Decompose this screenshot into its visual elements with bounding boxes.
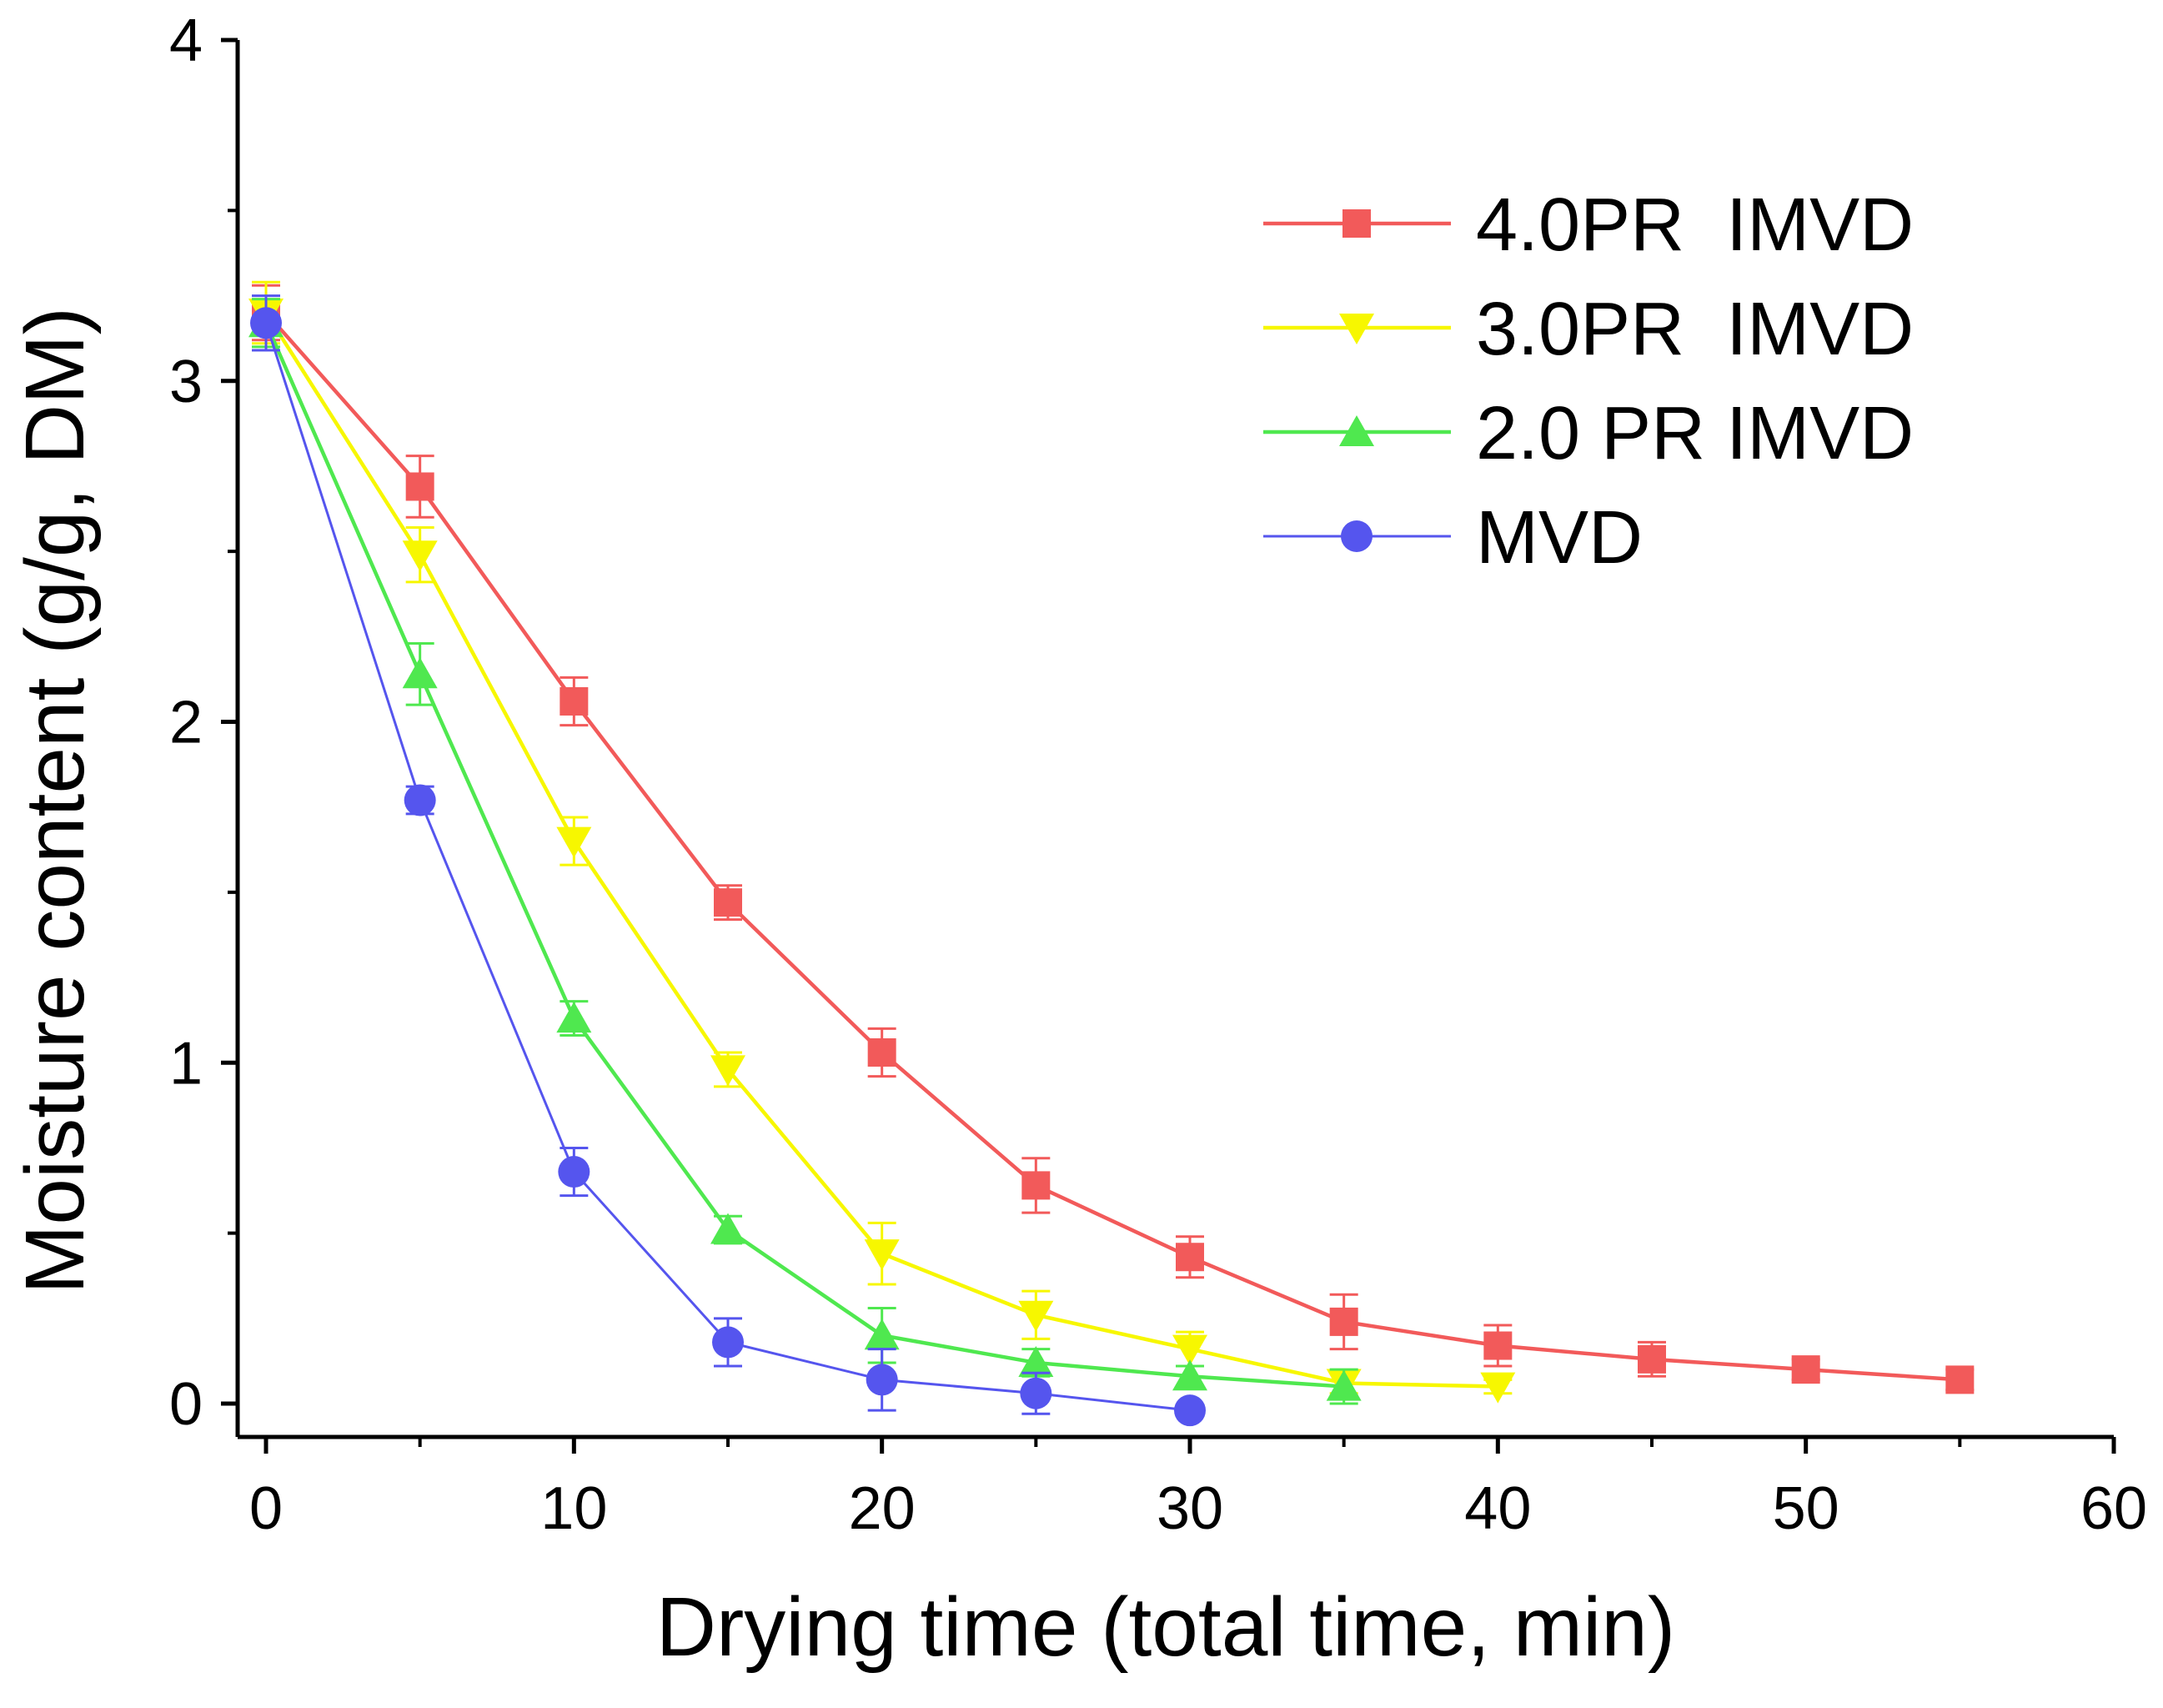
data-point <box>867 1037 896 1067</box>
data-point <box>714 888 742 917</box>
data-point <box>1020 1377 1052 1409</box>
data-point <box>864 1319 900 1350</box>
data-point <box>405 472 434 501</box>
data-point <box>556 1002 592 1033</box>
data-point <box>560 686 589 716</box>
data-point <box>402 657 438 689</box>
series-line <box>264 311 1960 1382</box>
legend-marker <box>1341 520 1373 552</box>
data-point <box>1945 1365 1975 1394</box>
y-tick-label: 1 <box>169 1030 203 1097</box>
legend-entry: 3.0PR IMVD <box>1263 288 1914 371</box>
y-tick-label: 2 <box>169 690 203 756</box>
data-point <box>1480 1372 1516 1404</box>
data-point <box>712 1326 744 1359</box>
data-point <box>1791 1355 1820 1384</box>
data-point <box>1018 1300 1054 1332</box>
plot-area <box>248 280 1975 1427</box>
x-axis-title: Drying time (total time, min) <box>656 1580 1675 1674</box>
y-tick-label: 4 <box>169 8 203 74</box>
legend-label: 4.0PR IMVD <box>1476 183 1914 267</box>
data-point <box>1326 1369 1362 1401</box>
x-tick-label: 0 <box>249 1475 283 1542</box>
legend-label: 3.0PR IMVD <box>1476 288 1914 371</box>
data-point <box>864 1239 900 1271</box>
series-2-0-pr-imvd <box>248 298 1362 1405</box>
data-point <box>866 1364 898 1396</box>
legend-label: 2.0 PR IMVD <box>1476 392 1914 475</box>
data-point <box>1021 1171 1051 1200</box>
y-tick-label: 0 <box>169 1371 203 1438</box>
legend-marker <box>1339 415 1374 446</box>
series-line <box>264 322 1191 1412</box>
x-tick-label: 30 <box>1157 1475 1223 1542</box>
x-tick-label: 10 <box>540 1475 607 1542</box>
y-tick-label: 3 <box>169 349 203 415</box>
x-tick-label: 50 <box>1773 1475 1839 1542</box>
data-point <box>1638 1344 1666 1374</box>
series-line <box>263 322 1344 1389</box>
x-tick-label: 40 <box>1464 1475 1531 1542</box>
data-point <box>250 307 282 339</box>
data-point <box>402 540 438 572</box>
data-point <box>1018 1345 1054 1377</box>
legend-entry: MVD <box>1263 496 1643 580</box>
x-tick-label: 60 <box>2080 1475 2147 1542</box>
data-point <box>1172 1359 1207 1391</box>
legend-marker <box>1342 209 1371 238</box>
data-point <box>558 1156 590 1188</box>
x-tick-label: 20 <box>849 1475 916 1542</box>
legend-label: MVD <box>1476 496 1643 580</box>
data-point <box>1172 1334 1207 1366</box>
data-point <box>404 784 436 816</box>
data-point <box>1329 1307 1358 1336</box>
legend: 4.0PR IMVD 3.0PR IMVD 2.0 PR IMVD MVD <box>1263 183 1914 580</box>
data-point <box>1176 1243 1204 1272</box>
data-point <box>1483 1331 1513 1360</box>
y-axis-title: Moisture content (g/g, DM) <box>8 307 102 1294</box>
legend-entry: 4.0PR IMVD <box>1263 183 1914 267</box>
data-point <box>710 1055 745 1087</box>
data-point <box>556 826 592 858</box>
legend-marker <box>1339 314 1374 344</box>
data-point <box>710 1213 745 1244</box>
data-point <box>1174 1394 1206 1427</box>
series-mvd <box>250 294 1206 1427</box>
legend-entry: 2.0 PR IMVD <box>1263 392 1914 475</box>
